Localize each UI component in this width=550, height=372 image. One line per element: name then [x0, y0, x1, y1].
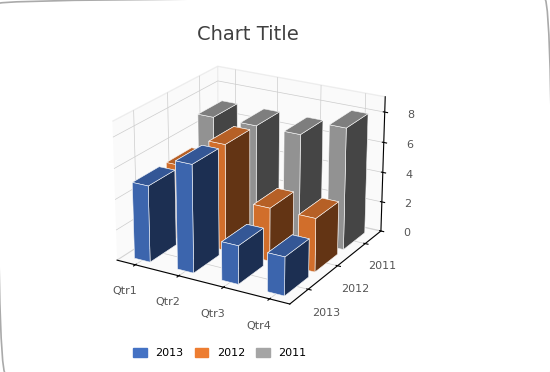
Title: Chart Title: Chart Title	[197, 25, 298, 44]
Legend: 2013, 2012, 2011: 2013, 2012, 2011	[129, 343, 311, 363]
